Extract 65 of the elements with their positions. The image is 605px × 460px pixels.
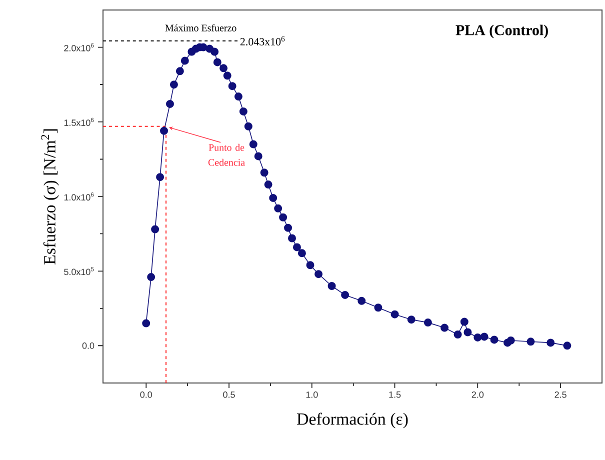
- point: [210, 48, 219, 56]
- y-tick-label: 1.5x10$^{6}$: [64, 118, 94, 126]
- y-tick-label: 1.0x10$^{6}$: [64, 192, 94, 201]
- point: [239, 107, 248, 116]
- point: [160, 126, 168, 135]
- point: [460, 318, 468, 326]
- point: [407, 316, 416, 324]
- point: [526, 338, 535, 346]
- point: [274, 204, 282, 212]
- annotation: Máximo Esfuerzo: [165, 24, 236, 32]
- point: [464, 328, 472, 336]
- point: [440, 324, 449, 332]
- point: [358, 296, 366, 305]
- annotation: Punto de Cedencia: [208, 144, 245, 166]
- point: [180, 56, 189, 65]
- x-axis-title: Deformación (ε): [297, 412, 408, 428]
- x-tick-label: 0.0: [140, 392, 152, 398]
- point: [306, 261, 314, 270]
- point: [374, 304, 382, 312]
- point: [314, 270, 323, 278]
- point: [563, 342, 572, 350]
- point: [269, 194, 278, 202]
- point: [474, 333, 482, 342]
- point: [166, 100, 174, 108]
- point: [170, 80, 178, 89]
- point: [506, 336, 515, 344]
- point: [223, 72, 232, 80]
- point: [424, 318, 432, 327]
- x-tick-label: 2.5: [554, 392, 566, 398]
- point: [176, 67, 184, 76]
- point: [147, 273, 156, 282]
- point: [390, 310, 399, 318]
- point: [284, 224, 292, 232]
- x-tick-label: 2.0: [472, 392, 484, 398]
- x-tick-label: 0.5: [223, 392, 235, 398]
- point: [480, 332, 488, 341]
- point: [213, 58, 222, 66]
- text: PLA (Control): [456, 24, 548, 38]
- point: [341, 290, 350, 299]
- point: [490, 336, 498, 344]
- x-tick-label: 1.0: [306, 392, 318, 398]
- point: [288, 234, 296, 242]
- y-axis-title: Esfuerzo (σ) [N/m$^{2}$]: [41, 129, 59, 264]
- x-tick-label: 1.5: [389, 392, 401, 398]
- point: [244, 122, 252, 130]
- point: [249, 140, 258, 148]
- point: [279, 213, 288, 222]
- point: [228, 82, 236, 90]
- y-tick-label: 2.0x10$^{6}$: [64, 43, 94, 52]
- point: [454, 330, 462, 338]
- y-tick-label: 0.0: [82, 342, 94, 349]
- point: [220, 64, 228, 72]
- point: [546, 338, 555, 347]
- point: [156, 173, 164, 182]
- point: [260, 168, 268, 177]
- point: [292, 243, 301, 252]
- point: [264, 180, 272, 189]
- point: [328, 282, 336, 290]
- point: [142, 319, 150, 328]
- point: [298, 249, 306, 258]
- point: [151, 225, 160, 234]
- point: [254, 152, 262, 160]
- point: [234, 92, 242, 101]
- y-tick-label: 5.0x10$^{5}$: [64, 267, 94, 276]
- ref-line-label: 2.043x10$^{6}$: [240, 36, 285, 46]
